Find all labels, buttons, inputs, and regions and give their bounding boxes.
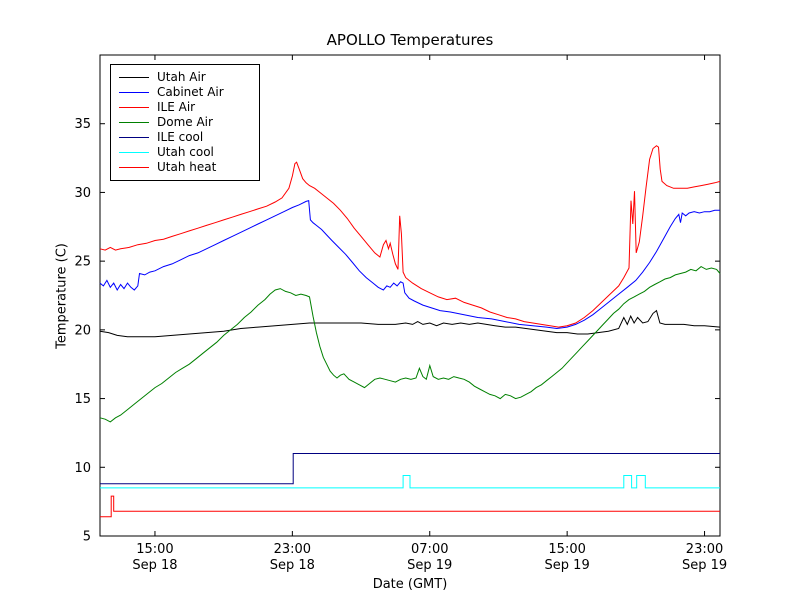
x-tick-date-label: Sep 19 xyxy=(682,558,727,573)
legend-item: Utah Air xyxy=(119,70,249,85)
series-line-utah-air xyxy=(99,309,721,338)
x-tick-date-label: Sep 19 xyxy=(407,558,452,573)
legend-line-sample xyxy=(119,167,149,168)
series-line-ile-air xyxy=(99,145,721,328)
legend-label: Cabinet Air xyxy=(157,85,224,99)
legend-line-sample xyxy=(119,107,149,108)
legend-item: Cabinet Air xyxy=(119,85,249,100)
legend-label: Dome Air xyxy=(157,115,213,129)
legend: Utah Air Cabinet Air ILE Air Dome Air ILE co… xyxy=(110,64,260,181)
x-tick-time-label: 23:00 xyxy=(686,542,723,557)
series-line-dome-air xyxy=(99,266,721,423)
legend-line-sample xyxy=(119,77,149,78)
y-axis-label: Temperature (C) xyxy=(54,243,70,349)
y-tick-label: 25 xyxy=(74,255,91,270)
x-tick-time-label: 07:00 xyxy=(411,542,448,557)
legend-line-sample xyxy=(119,92,149,93)
y-tick-label: 10 xyxy=(74,461,91,476)
y-tick-label: 35 xyxy=(74,117,91,132)
chart-title: APOLLO Temperatures xyxy=(326,31,494,49)
series-line-utah-cool xyxy=(100,475,720,489)
x-tick-date-label: Sep 19 xyxy=(545,558,590,573)
y-tick-label: 5 xyxy=(83,530,91,545)
y-tick-label: 30 xyxy=(74,186,91,201)
legend-item: Utah cool xyxy=(119,145,249,160)
legend-label: Utah cool xyxy=(157,145,214,159)
legend-item: Dome Air xyxy=(119,115,249,130)
legend-label: Utah Air xyxy=(157,70,206,84)
x-tick-time-label: 23:00 xyxy=(274,542,311,557)
legend-line-sample xyxy=(119,152,149,153)
x-tick-date-label: Sep 18 xyxy=(270,558,315,573)
legend-label: Utah heat xyxy=(157,160,217,174)
legend-label: ILE cool xyxy=(157,130,204,144)
axes-frame xyxy=(99,54,721,537)
legend-line-sample xyxy=(119,137,149,138)
legend-label: ILE Air xyxy=(157,100,196,114)
x-tick-date-label: Sep 18 xyxy=(132,558,177,573)
legend-line-sample xyxy=(119,122,149,123)
x-tick-time-label: 15:00 xyxy=(548,542,585,557)
series-line-cabinet-air xyxy=(99,200,720,330)
y-tick-label: 20 xyxy=(74,323,91,338)
series-line-ile-cool xyxy=(100,453,720,485)
legend-item: ILE Air xyxy=(119,100,249,115)
series-line-utah-heat xyxy=(100,495,720,518)
legend-item: Utah heat xyxy=(119,160,249,175)
legend-item: ILE cool xyxy=(119,130,249,145)
x-axis-label: Date (GMT) xyxy=(372,577,448,592)
y-tick-label: 15 xyxy=(74,392,91,407)
x-tick-time-label: 15:00 xyxy=(136,542,173,557)
